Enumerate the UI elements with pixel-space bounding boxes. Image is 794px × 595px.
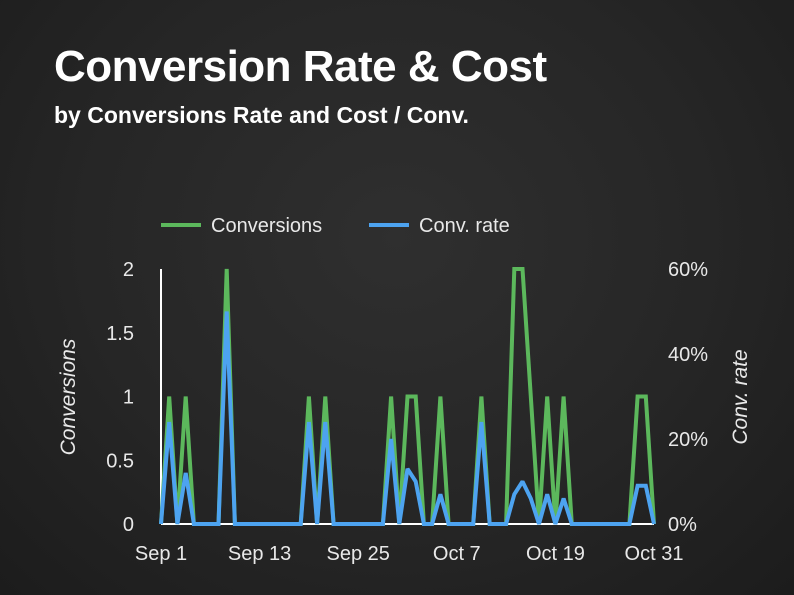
series-line-conv-rate [159, 311, 656, 526]
y-tick-label: 2 [123, 259, 134, 281]
y2-tick-label: 20% [668, 429, 708, 451]
legend: Conversions Conv. rate [161, 215, 510, 237]
x-tick-label: Sep 1 [135, 543, 187, 565]
x-tick-label: Oct 19 [526, 543, 585, 565]
x-tick-label: Sep 25 [327, 543, 390, 565]
y2-tick-label: 0% [668, 514, 697, 536]
series-lines [159, 267, 656, 526]
tick-labels: 00.511.520%20%40%60%Sep 1 Sep 13 Sep 25 Oct… [106, 259, 708, 565]
y-tick-label: 1 [123, 387, 134, 409]
chart-subtitle: by Conversions Rate and Cost / Conv. [54, 102, 469, 128]
y-axis-label: Conversions [57, 338, 80, 455]
y2-axis-label: Conv. rate [729, 349, 752, 444]
legend-label-conv-rate: Conv. rate [419, 215, 510, 237]
x-tick-label: Sep 13 [228, 543, 291, 565]
y2-tick-label: 40% [668, 344, 708, 366]
y-tick-label: 1.5 [106, 323, 134, 345]
x-tick-label: Oct 31 [625, 543, 684, 565]
chart-title: Conversion Rate & Cost [54, 42, 547, 91]
x-tick-label: Oct 7 [433, 543, 481, 565]
y2-tick-label: 60% [668, 259, 708, 281]
y-tick-label: 0.5 [106, 450, 134, 472]
legend-label-conversions: Conversions [211, 215, 322, 237]
y-tick-label: 0 [123, 514, 134, 536]
